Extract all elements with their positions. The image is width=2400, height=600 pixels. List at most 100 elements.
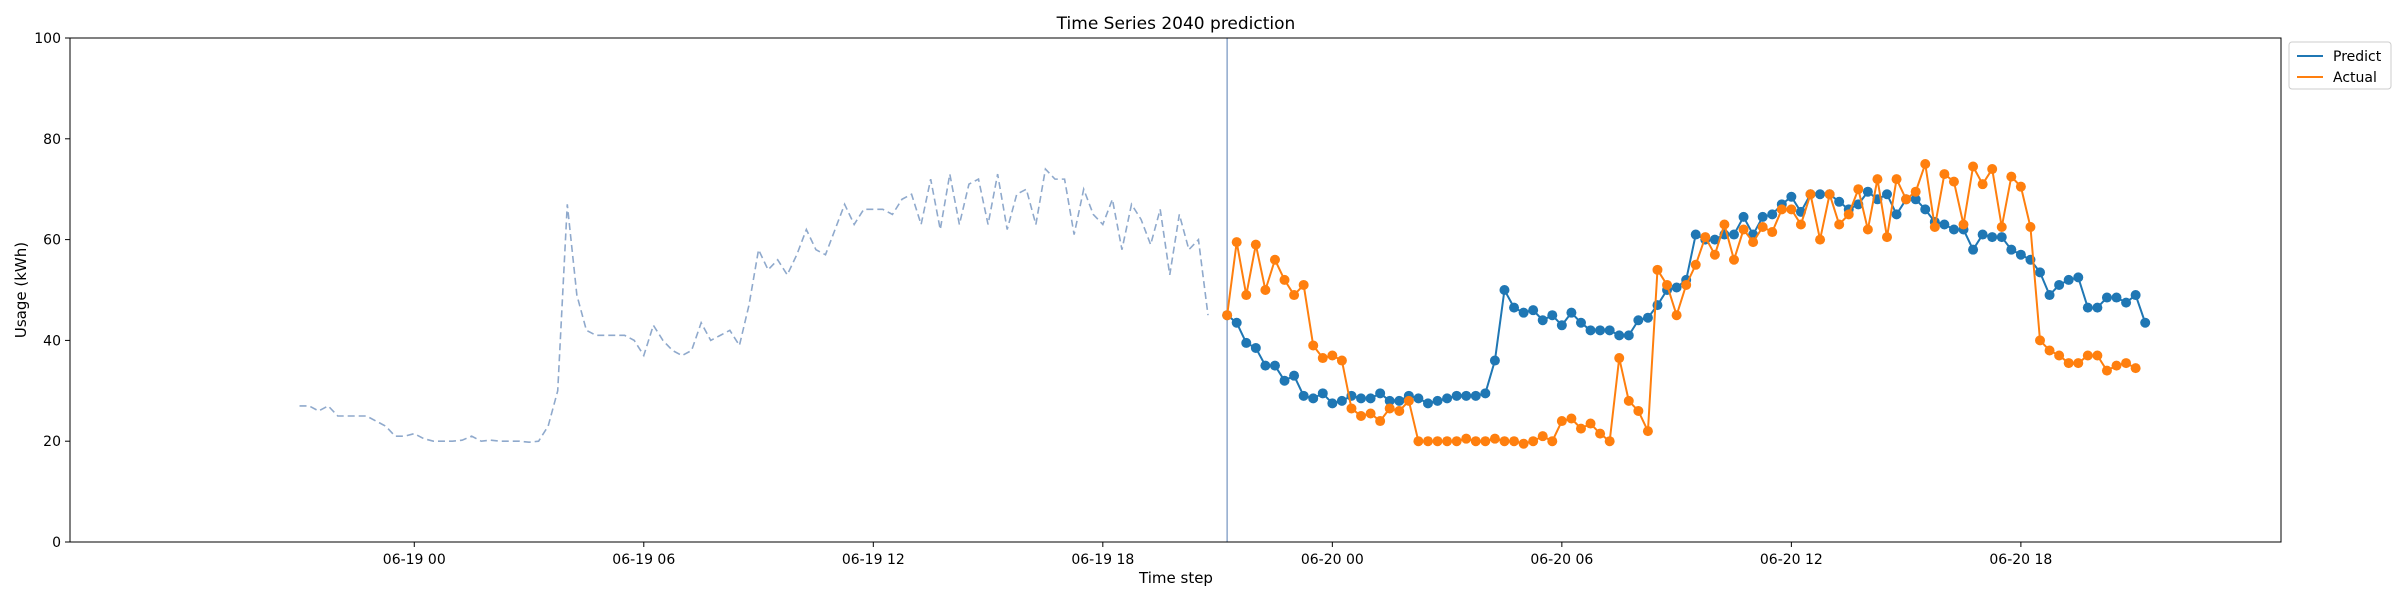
actual-point [2063, 358, 2074, 369]
predict-point [1767, 209, 1778, 220]
actual-point [2092, 350, 2103, 361]
actual-point [1901, 194, 1912, 205]
x-tick-label: 06-19 00 [383, 552, 446, 568]
actual-point [1413, 436, 1424, 447]
predict-point [1432, 395, 1443, 406]
predict-point [1422, 398, 1433, 409]
predict-point [1509, 302, 1520, 313]
predict-point [2121, 297, 2132, 308]
predict-point [1470, 390, 1481, 401]
predict-point [1489, 355, 1500, 366]
predict-point [1709, 234, 1720, 245]
actual-point [1269, 254, 1280, 265]
predict-point [1585, 325, 1596, 336]
actual-point [1757, 222, 1768, 232]
actual-point [1690, 259, 1701, 270]
actual-point [1489, 433, 1500, 444]
actual-point [1250, 239, 1261, 250]
actual-point [2121, 358, 2132, 369]
actual-point [2130, 363, 2141, 374]
actual-point [2044, 345, 2055, 356]
predict-point [1451, 390, 1462, 401]
actual-point [1776, 204, 1787, 215]
actual-point [1719, 219, 1730, 230]
predict-point [1834, 196, 1845, 207]
plot-frame [69, 37, 2282, 543]
predict-point [1260, 360, 1271, 371]
predict-point [1728, 229, 1739, 240]
actual-point [1815, 234, 1826, 245]
actual-point [1317, 353, 1328, 364]
predict-point [1269, 360, 1280, 371]
actual-point [1805, 189, 1816, 200]
y-tick-label: 60 [43, 233, 61, 249]
actual-point [1470, 436, 1481, 447]
actual-point [1709, 249, 1720, 260]
predict-point [1977, 229, 1988, 240]
actual-point [1786, 204, 1797, 215]
y-tick-label: 80 [43, 132, 61, 148]
predict-point [1920, 204, 1931, 215]
actual-point [1518, 438, 1529, 449]
legend: Predict Actual [2288, 41, 2392, 90]
predict-point [1652, 300, 1663, 311]
x-tick-label: 06-20 18 [1989, 552, 2052, 568]
actual-point [1556, 416, 1567, 427]
predict-point [1614, 330, 1625, 341]
actual-point [1241, 290, 1252, 301]
actual-point [1824, 189, 1835, 200]
predict-point [1499, 285, 1510, 295]
actual-point [1891, 174, 1902, 185]
predict-point [2092, 302, 2103, 313]
actual-point [1451, 436, 1462, 447]
predict-point [1384, 395, 1395, 406]
actual-point [1853, 184, 1864, 195]
predict-point [2063, 274, 2074, 285]
actual-point [1929, 222, 1940, 232]
legend-predict-label: Predict [2333, 49, 2382, 65]
plot-area: 0 20 40 60 80 100 06-19 00 06-19 06 06-19 12 06-1… [34, 31, 2151, 568]
actual-point [1834, 219, 1845, 230]
predict-point [1317, 388, 1328, 399]
predict-point [1279, 375, 1290, 386]
actual-point [1872, 174, 1883, 185]
predict-point [1442, 393, 1453, 404]
x-tick-label: 06-20 12 [1760, 552, 1823, 568]
actual-point [1308, 340, 1319, 351]
actual-point [1987, 164, 1998, 175]
predict-point [2101, 292, 2112, 303]
actual-point [1633, 405, 1644, 416]
predict-point [1757, 211, 1768, 222]
actual-point [2015, 181, 2026, 192]
chart-title: Time Series 2040 prediction [1056, 14, 1296, 34]
actual-point [1547, 436, 1558, 447]
actual-point [1939, 169, 1950, 180]
actual-point [1738, 224, 1749, 235]
predict-point [1910, 194, 1921, 205]
x-tick-label: 06-20 06 [1530, 552, 1593, 568]
actual-point [1728, 254, 1739, 265]
predict-point [1786, 191, 1797, 202]
actual-point [1652, 264, 1663, 275]
actual-point [2101, 365, 2112, 376]
predict-point [1365, 393, 1376, 404]
actual-point [1948, 176, 1959, 187]
actual-point [1700, 232, 1711, 243]
actual-point [1662, 279, 1673, 290]
actual-point [1289, 290, 1300, 301]
predict-point [1241, 337, 1252, 348]
predict-point [2015, 249, 2026, 260]
actual-point [1499, 436, 1510, 447]
actual-point [1375, 416, 1386, 427]
actual-point [1432, 436, 1443, 447]
actual-point [1384, 403, 1395, 414]
predict-point [1642, 312, 1653, 323]
actual-point [1977, 179, 1988, 190]
actual-point [2073, 358, 2084, 369]
actual-point [1910, 186, 1921, 197]
x-axis-label: Time step [1138, 569, 1213, 587]
y-tick-label: 100 [34, 31, 61, 47]
actual-point [1537, 431, 1548, 442]
predict-point [2035, 267, 2046, 278]
